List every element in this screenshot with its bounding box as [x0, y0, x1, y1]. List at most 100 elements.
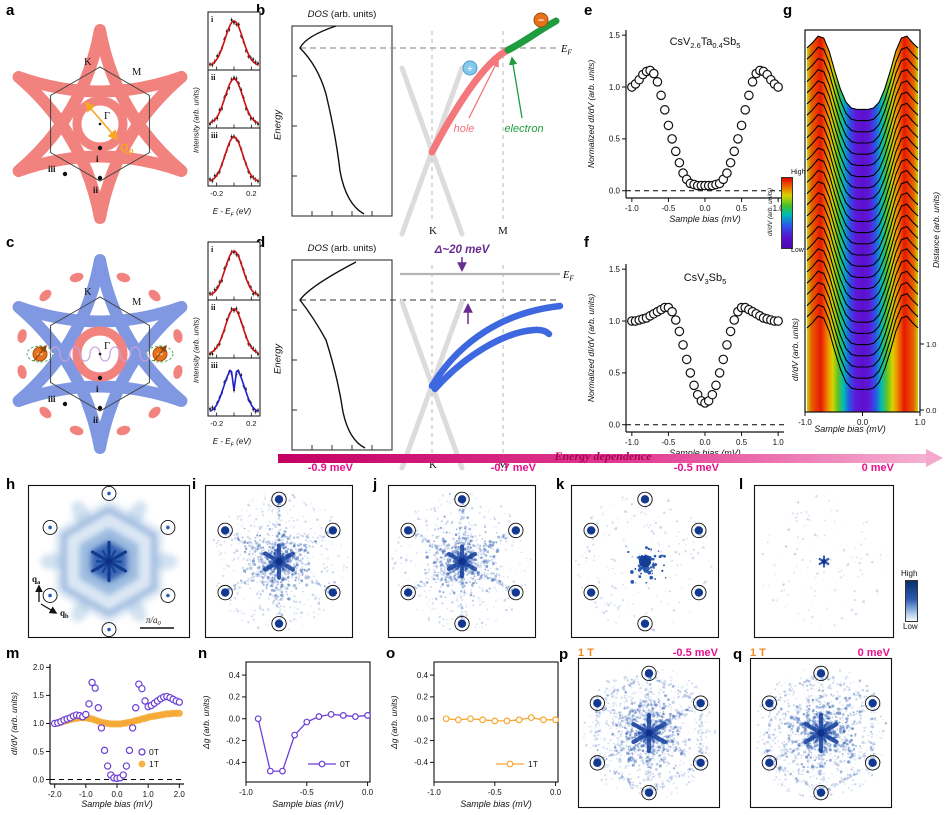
- panel-k-qpi: [570, 484, 720, 639]
- g-colorbar-label: dI/dV (arb. units): [767, 187, 774, 237]
- plot-o: -0.4-0.20.00.20.4-1.0 -0.5 0.0: [414, 661, 562, 797]
- label-K: K: [84, 57, 92, 68]
- qpi-bragg-peaks: [589, 665, 709, 801]
- panel-g-ylabel-right: Distance (arb. units): [931, 191, 941, 269]
- panel-label-c: c: [6, 234, 15, 251]
- svg-text:1.0: 1.0: [926, 340, 936, 349]
- svg-text:-0.5: -0.5: [662, 204, 676, 213]
- gamma-point: [98, 122, 102, 126]
- label-gamma: Γ: [104, 111, 110, 122]
- panel-label-m: m: [6, 645, 20, 662]
- dos-curve: [299, 261, 366, 449]
- chart-n: -0.4-0.20.00.20.4-1.0 -0.5 0.00T: [226, 661, 374, 797]
- panel-e-xlabel: Sample bias (mV): [669, 214, 741, 224]
- svg-text:ii: ii: [211, 73, 216, 82]
- panel-label-q: q: [733, 646, 743, 663]
- panel-label-e: e: [584, 2, 593, 19]
- gamma-point: [98, 352, 102, 356]
- electron-band: [504, 17, 560, 54]
- electron-right: −: [152, 344, 168, 362]
- qpi-speckle-layer: [575, 496, 714, 632]
- electron-arrow: [508, 56, 523, 119]
- svg-text:0.0: 0.0: [699, 204, 711, 213]
- hole-arrow: [468, 58, 499, 119]
- chart-o: -0.4-0.20.00.20.4-1.0 -0.5 0.01T: [414, 661, 562, 797]
- svg-text:i: i: [211, 15, 214, 24]
- inset-plot-iii: iii: [207, 357, 261, 417]
- label-M: M: [132, 67, 142, 78]
- svg-text:-0.2: -0.2: [210, 419, 223, 428]
- panel-a-fermi-surface: K M Γ Qp i ii iii: [12, 24, 188, 224]
- panel-b-band-schematic: + − hole electron EF K M: [291, 12, 572, 237]
- k-label: K: [429, 459, 437, 471]
- panel-label-l: l: [739, 476, 744, 493]
- energy-label-l: 0 meV: [861, 462, 894, 474]
- svg-text:−: −: [37, 350, 43, 361]
- qpi-frame: [753, 484, 895, 639]
- brillouin-zone-hexagon: [50, 296, 150, 412]
- panel-label-h: h: [6, 476, 16, 493]
- point-ii-dot: [97, 175, 103, 181]
- panel-label-o: o: [386, 645, 396, 662]
- svg-text:0.2: 0.2: [246, 189, 256, 198]
- qpi-center-star: [631, 712, 667, 754]
- qpi-frame: [577, 657, 721, 809]
- q-vector-arrows: qa qb: [32, 574, 69, 620]
- qpi-colorbar: [905, 580, 918, 622]
- panel-b-dos-title: DOS (arb. units): [307, 9, 377, 20]
- energy-dependence-label: Energy dependence: [554, 449, 652, 463]
- panel-g-ylabel-left: dI/dV (arb. units): [790, 318, 800, 382]
- hole-carrier-icon: +: [462, 60, 478, 76]
- panel-label-a: a: [6, 2, 15, 19]
- gap-patches: [17, 272, 183, 436]
- energy-label-j: -0.7 meV: [490, 462, 536, 474]
- svg-text:−: −: [157, 350, 163, 361]
- qpi-center-star: [818, 555, 830, 568]
- svg-text:π/a0: π/a0: [146, 615, 162, 627]
- qpi-bragg-peaks: [400, 491, 524, 632]
- label-point-iii: iii: [48, 164, 56, 174]
- hole-band: [428, 46, 512, 156]
- label-point-ii: ii: [93, 415, 99, 425]
- panel-label-f: f: [584, 234, 589, 251]
- panel-g-xlabel: Sample bias (mV): [814, 424, 886, 434]
- qpi-frame: [387, 484, 537, 639]
- panel-f-title: CsV3Sb5: [683, 272, 727, 287]
- fermi-surface-star: [12, 24, 188, 224]
- panel-l-qpi: [753, 484, 895, 639]
- svg-text:-1.0: -1.0: [798, 418, 812, 427]
- fermi-surface-star-blue: [12, 254, 188, 454]
- svg-text:i: i: [211, 245, 214, 254]
- scale-bar: π/a0: [140, 615, 174, 629]
- panel-n-xlabel: Sample bias (mV): [272, 799, 344, 809]
- dos-curve: [299, 25, 365, 215]
- ef-label: EF: [562, 270, 574, 283]
- panel-e-title: CsV2.6Ta0.4Sb5: [669, 36, 741, 51]
- inset-plot-iii: iii: [207, 127, 261, 187]
- plot-n: -0.4-0.20.00.20.4-1.0 -0.5 0.0: [226, 661, 374, 797]
- svg-text:1.0: 1.0: [773, 204, 785, 213]
- panel-d-dos-title: DOS (arb. units): [307, 243, 377, 254]
- gap-label: Δ~20 meV: [434, 244, 491, 256]
- qpi-bragg-peaks: [217, 491, 341, 632]
- svg-text:0.0: 0.0: [609, 421, 621, 430]
- svg-text:-1.0: -1.0: [625, 204, 639, 213]
- label-point-i: i: [96, 154, 99, 164]
- waterfall-curves: [806, 35, 919, 412]
- dos-box: [291, 259, 393, 451]
- panel-b-energy-label: Energy: [272, 109, 284, 141]
- label-Qp: Qp: [120, 142, 134, 156]
- svg-text:-1.0: -1.0: [625, 438, 639, 447]
- qpi-speckle-layer: [761, 494, 889, 628]
- inset-plot-ii: ii: [207, 69, 261, 129]
- svg-text:-0.2: -0.2: [210, 189, 223, 198]
- legend-n: 0T: [308, 759, 350, 769]
- qpi-frame: [204, 484, 354, 639]
- inset-c-ylabel: Intensity (arb. units): [191, 317, 201, 383]
- qpi-bragg-peaks: [583, 491, 707, 632]
- hole-label: hole: [454, 123, 475, 135]
- energy-dependence-arrowhead: [926, 449, 943, 467]
- panel-h-qpi-simulation: qa qb π/a0: [27, 484, 191, 639]
